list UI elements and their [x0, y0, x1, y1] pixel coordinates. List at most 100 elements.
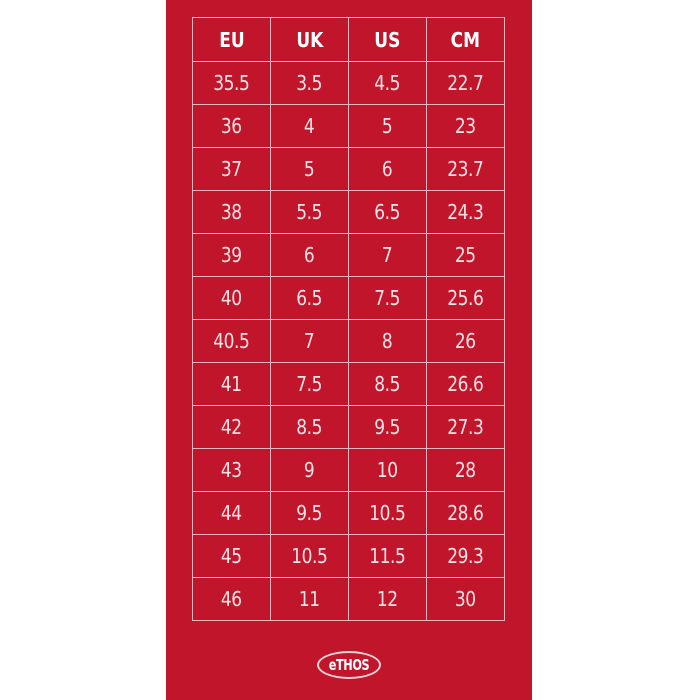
column-header-us: US [348, 17, 427, 62]
size-cell-eu: 40.5 [192, 319, 271, 363]
logo-text: eTHOS [328, 656, 370, 674]
size-cell-uk: 8.5 [270, 405, 349, 449]
size-cell-eu: 39 [192, 233, 271, 277]
size-value: 8.5 [374, 372, 401, 396]
size-value: 28.6 [447, 501, 484, 525]
size-value: 44 [221, 501, 242, 525]
size-cell-cm: 25.6 [426, 276, 505, 320]
size-cell-eu: 46 [192, 577, 271, 621]
size-cell-uk: 6.5 [270, 276, 349, 320]
size-cell-us: 12 [348, 577, 427, 621]
size-cell-uk: 9.5 [270, 491, 349, 535]
size-cell-uk: 11 [270, 577, 349, 621]
size-value: 41 [221, 372, 242, 396]
size-chart-table: EU UK US CM 35.5 3.5 4.5 22.7 36 4 5 23 37 5 6 23.7 38 5… [192, 17, 505, 621]
column-header-label: US [374, 27, 401, 52]
size-cell-cm: 28 [426, 448, 505, 492]
size-value: 8 [382, 329, 393, 353]
size-value: 6 [304, 243, 315, 267]
size-cell-cm: 23.7 [426, 147, 505, 191]
size-cell-cm: 28.6 [426, 491, 505, 535]
table-row: 44 9.5 10.5 28.6 [192, 491, 505, 535]
size-cell-eu: 38 [192, 190, 271, 234]
size-cell-eu: 42 [192, 405, 271, 449]
size-cell-uk: 3.5 [270, 61, 349, 105]
size-value: 28 [455, 458, 476, 482]
size-value: 8.5 [296, 415, 323, 439]
size-cell-us: 5 [348, 104, 427, 148]
size-value: 40 [221, 286, 242, 310]
size-cell-uk: 5.5 [270, 190, 349, 234]
size-value: 39 [221, 243, 242, 267]
size-cell-us: 9.5 [348, 405, 427, 449]
table-row: 40.5 7 8 26 [192, 319, 505, 363]
size-value: 10 [377, 458, 398, 482]
size-cell-cm: 30 [426, 577, 505, 621]
size-value: 4 [304, 114, 315, 138]
size-value: 26.6 [447, 372, 484, 396]
size-cell-uk: 9 [270, 448, 349, 492]
size-value: 45 [221, 544, 242, 568]
size-value: 43 [221, 458, 242, 482]
brand-logo: eTHOS [317, 651, 381, 679]
size-chart-panel: EU UK US CM 35.5 3.5 4.5 22.7 36 4 5 23 37 5 6 23.7 38 5… [166, 0, 532, 700]
size-cell-us: 4.5 [348, 61, 427, 105]
size-cell-eu: 43 [192, 448, 271, 492]
size-cell-cm: 26 [426, 319, 505, 363]
size-cell-uk: 4 [270, 104, 349, 148]
size-cell-eu: 36 [192, 104, 271, 148]
size-cell-eu: 37 [192, 147, 271, 191]
size-value: 35.5 [213, 71, 250, 95]
size-cell-cm: 27.3 [426, 405, 505, 449]
size-value: 5 [304, 157, 315, 181]
column-header-cm: CM [426, 17, 505, 62]
size-value: 42 [221, 415, 242, 439]
size-value: 46 [221, 587, 242, 611]
size-value: 27.3 [447, 415, 484, 439]
size-cell-eu: 40 [192, 276, 271, 320]
size-value: 6.5 [296, 286, 323, 310]
table-row: 46 11 12 30 [192, 577, 505, 621]
size-cell-eu: 41 [192, 362, 271, 406]
size-value: 7 [382, 243, 393, 267]
size-value: 29.3 [447, 544, 484, 568]
size-cell-eu: 45 [192, 534, 271, 578]
size-cell-eu: 35.5 [192, 61, 271, 105]
column-header-eu: EU [192, 17, 271, 62]
column-header-uk: UK [270, 17, 349, 62]
size-value: 7 [304, 329, 315, 353]
size-value: 10.5 [291, 544, 328, 568]
table-row: 37 5 6 23.7 [192, 147, 505, 191]
size-value: 37 [221, 157, 242, 181]
size-value: 6 [382, 157, 393, 181]
size-cell-cm: 29.3 [426, 534, 505, 578]
size-cell-uk: 10.5 [270, 534, 349, 578]
size-value: 4.5 [374, 71, 401, 95]
table-row: 35.5 3.5 4.5 22.7 [192, 61, 505, 105]
table-row: 41 7.5 8.5 26.6 [192, 362, 505, 406]
size-cell-us: 6 [348, 147, 427, 191]
size-value: 5.5 [296, 200, 323, 224]
table-row: 39 6 7 25 [192, 233, 505, 277]
size-value: 38 [221, 200, 242, 224]
size-cell-us: 6.5 [348, 190, 427, 234]
size-value: 12 [377, 587, 398, 611]
table-row: 36 4 5 23 [192, 104, 505, 148]
table-row: 38 5.5 6.5 24.3 [192, 190, 505, 234]
size-cell-uk: 7 [270, 319, 349, 363]
size-value: 10.5 [369, 501, 406, 525]
size-value: 3.5 [296, 71, 323, 95]
size-value: 22.7 [447, 71, 484, 95]
size-value: 11.5 [369, 544, 406, 568]
size-value: 7.5 [296, 372, 323, 396]
header-row: EU UK US CM [192, 17, 505, 62]
column-header-label: CM [450, 27, 481, 52]
column-header-label: EU [218, 27, 245, 52]
size-value: 11 [299, 587, 320, 611]
size-value: 6.5 [374, 200, 401, 224]
size-cell-uk: 7.5 [270, 362, 349, 406]
size-cell-us: 8.5 [348, 362, 427, 406]
size-value: 7.5 [374, 286, 401, 310]
size-value: 40.5 [213, 329, 250, 353]
size-value: 5 [382, 114, 393, 138]
